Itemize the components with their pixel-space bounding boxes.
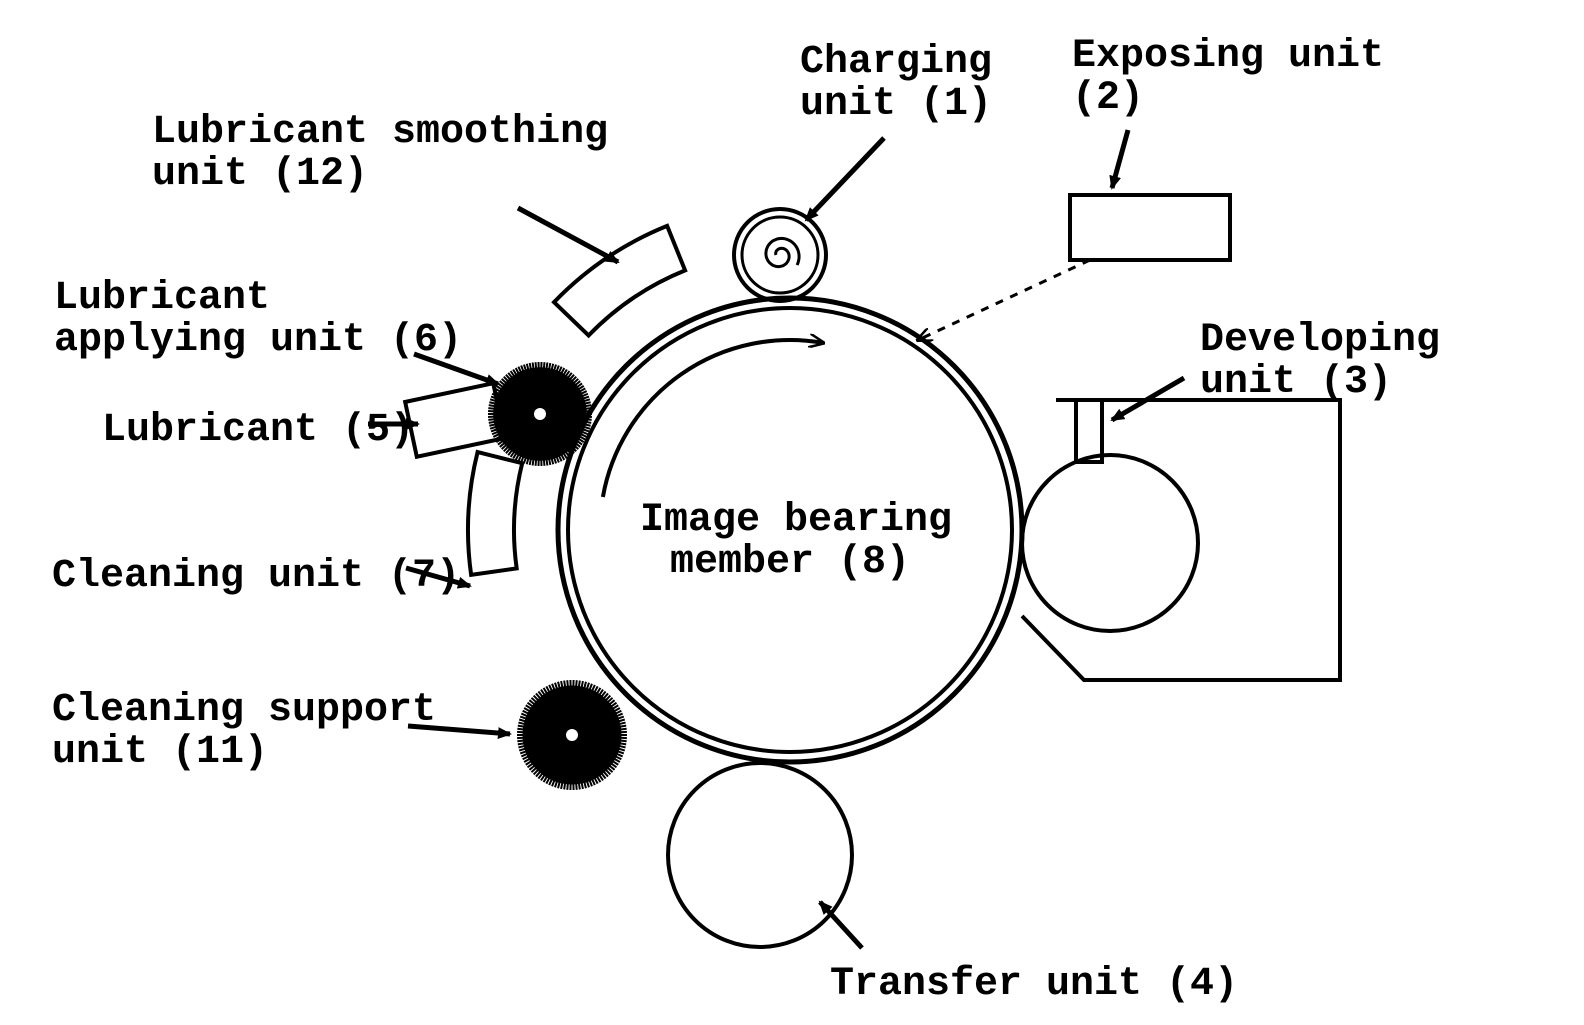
transfer-roller — [668, 763, 852, 947]
charging-unit-spiral — [766, 238, 799, 266]
developing-blade — [1076, 400, 1102, 462]
label-smoothing: Lubricant smoothing unit (12) — [152, 112, 608, 196]
label-transfer: Transfer unit (4) — [830, 964, 1238, 1006]
label-cleaning: Cleaning unit (7) — [52, 556, 460, 598]
arrow-exposing — [1112, 130, 1128, 188]
label-exposing: Exposing unit (2) — [1072, 36, 1384, 120]
exposing-unit-rect — [1070, 195, 1230, 260]
drum-rotation-arrow — [603, 340, 823, 497]
charging-unit-outer — [734, 209, 826, 301]
label-lubricant: Lubricant (5) — [102, 410, 414, 452]
lubricant-smoothing-blade — [554, 226, 685, 336]
arrow-charging — [806, 138, 884, 220]
label-applying: Lubricant applying unit (6) — [54, 278, 462, 362]
exposing-beam — [918, 260, 1090, 340]
label-developing: Developing unit (3) — [1200, 320, 1440, 404]
label-charging: Charging unit (1) — [800, 42, 992, 126]
developing-roller — [1022, 455, 1198, 631]
charging-unit-inner — [742, 217, 818, 293]
label-support: Cleaning support unit (11) — [52, 690, 436, 774]
arrow-transfer — [820, 902, 862, 948]
label-drum: Image bearing member (8) — [640, 500, 940, 584]
cleaning-blade — [468, 452, 522, 575]
developing-housing — [1022, 400, 1340, 680]
arrow-smoothing — [518, 208, 618, 262]
lubricant-applying-brush-axle — [534, 408, 546, 420]
cleaning-support-brush-axle — [566, 729, 578, 741]
